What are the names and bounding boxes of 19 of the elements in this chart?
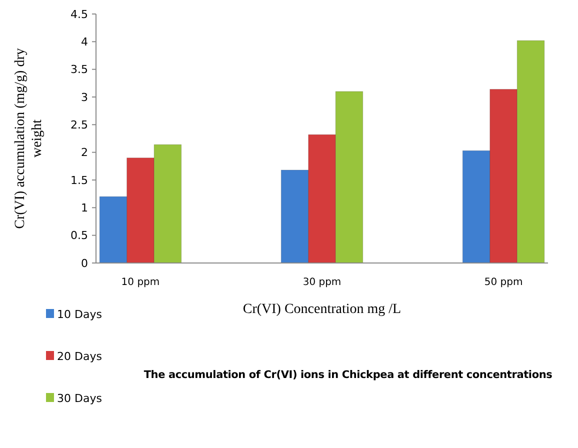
y-tick-label: 1 <box>81 202 88 215</box>
legend-label: 10 Days <box>57 308 102 321</box>
legend-label: 20 Days <box>57 350 102 363</box>
text: The accumulation of Cr(VI) ions in Chickpea at different concentrations <box>144 369 552 381</box>
y-tick-label: 3.5 <box>70 63 88 76</box>
x-tick-label: 10 ppm <box>121 277 160 288</box>
y-tick-label: 0 <box>81 256 88 270</box>
y-tick-label: 3 <box>81 90 88 104</box>
x-axis-title: Cr(VI) Concentration mg /L <box>242 302 402 317</box>
y-tick-label: 4.5 <box>70 8 88 21</box>
y-tick-label: 4 <box>81 36 88 49</box>
y-tick-label: 0.5 <box>70 229 88 242</box>
x-tick-label: 50 ppm <box>484 277 523 288</box>
y-axis-title: Cr(VI) accumulation (mg/g) dry weight <box>13 48 45 229</box>
y-tick-label: 2 <box>81 146 88 160</box>
x-tick-label: 30 ppm <box>302 277 342 288</box>
legend-label: 30 Days <box>57 392 102 405</box>
y-tick-label: 2.5 <box>70 118 88 132</box>
y-tick-label: 1.5 <box>70 174 88 187</box>
